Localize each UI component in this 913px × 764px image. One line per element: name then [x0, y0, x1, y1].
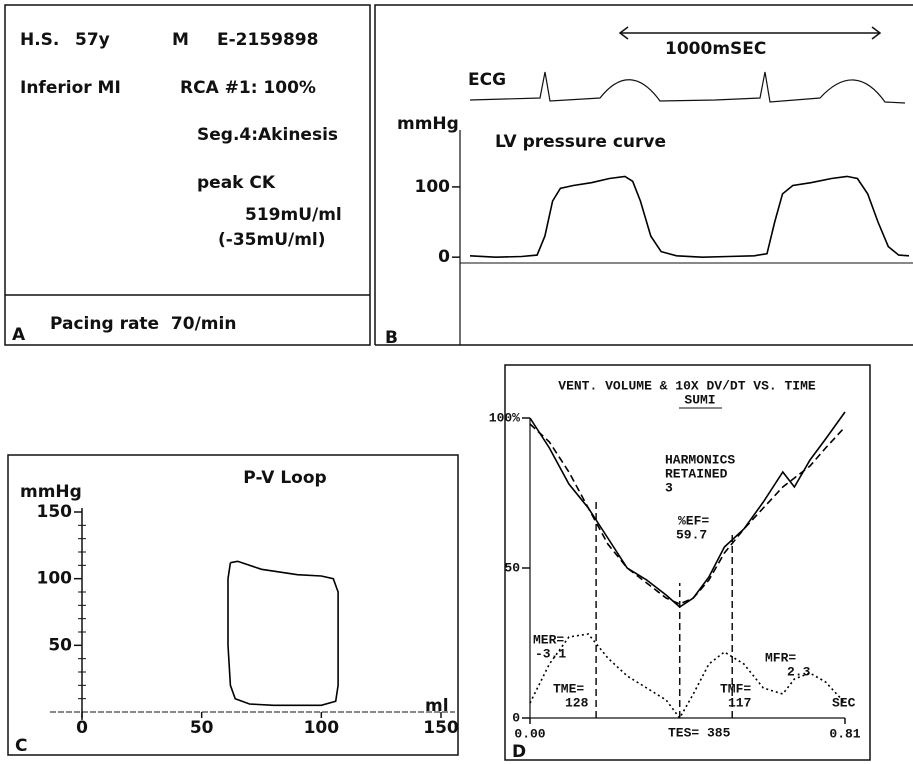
ecg-trace [469, 71, 906, 104]
patient-text: H.S. [20, 30, 59, 50]
y-axis-label: mmHg [20, 482, 82, 502]
annotation: MFR= [765, 650, 796, 665]
y-tick-label: 0 [512, 710, 520, 725]
annotation: 1000mSEC [665, 39, 766, 59]
annotation: 59.7 [676, 527, 707, 542]
panel-label: D [512, 742, 526, 762]
x-tick-label: 0.00 [514, 726, 545, 741]
series-line [529, 633, 846, 720]
y-tick-label: 100% [489, 410, 520, 425]
x-tick-label: 150 [423, 718, 459, 738]
annotation: TMF= [720, 681, 751, 696]
x-tick-label: 100 [304, 718, 340, 738]
patient-text: peak CK [197, 173, 276, 193]
annotation: TES= 385 [668, 725, 731, 740]
x-tick-label: 0.81 [829, 726, 860, 741]
annotation: 128 [565, 695, 589, 710]
x-tick-label: 0 [76, 718, 88, 738]
annotation: 117 [728, 695, 751, 710]
series-line [469, 175, 910, 259]
series-line [529, 423, 846, 605]
annotation: %EF= [678, 513, 709, 528]
annotation: -3.1 [535, 646, 566, 661]
patient-text: RCA #1: 100% [180, 78, 316, 98]
panel-label: A [12, 325, 26, 345]
series-line [529, 411, 846, 609]
chart-subtitle: SUMI [684, 392, 715, 407]
annotation: 3 [665, 480, 673, 495]
panel-b-frame [374, 4, 913, 345]
y-axis-label: mmHg [397, 114, 459, 134]
chart-title: P-V Loop [243, 468, 326, 488]
y-tick-label: 50 [48, 635, 72, 655]
annotation: SEC [832, 695, 856, 710]
footer-text: Pacing rate 70/min [50, 314, 236, 334]
patient-text: E-2159898 [217, 30, 318, 50]
annotation: ECG [468, 70, 506, 90]
patient-text: 519mU/ml [245, 205, 342, 225]
panel-a-frame [4, 4, 371, 346]
patient-text: 57y [75, 30, 110, 50]
annotation: RETAINED [665, 466, 728, 481]
patient-text: Seg.4:Akinesis [197, 125, 338, 145]
panel-c-frame [7, 454, 459, 756]
chart-title: VENT. VOLUME & 10X DV/DT VS. TIME [558, 378, 816, 393]
annotation: 2.3 [787, 664, 811, 679]
x-axis-label: ml [425, 696, 449, 716]
y-tick-label: 0 [438, 247, 450, 267]
patient-text: (-35mU/ml) [218, 230, 326, 250]
y-tick-label: 50 [504, 560, 520, 575]
x-tick-label: 50 [190, 718, 214, 738]
panel-label: B [385, 328, 398, 348]
y-tick-label: 100 [37, 569, 73, 589]
annotation: HARMONICS [665, 452, 735, 467]
patient-text: M [172, 30, 189, 50]
y-tick-label: 100 [415, 177, 451, 197]
scale-bar-arrows [618, 26, 882, 40]
panel-d-frame [504, 364, 871, 761]
panel-label: C [15, 736, 27, 756]
y-tick-label: 150 [37, 502, 73, 522]
panel-d-text: VENT. VOLUME & 10X DV/DT VS. TIME SUMI H… [533, 378, 856, 740]
series-line [227, 560, 339, 707]
patient-text: Inferior MI [20, 78, 121, 98]
annotation: MER= [533, 632, 564, 647]
annotation: LV pressure curve [495, 132, 666, 152]
annotation: TME= [553, 681, 584, 696]
